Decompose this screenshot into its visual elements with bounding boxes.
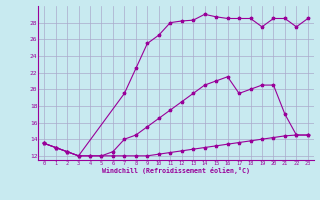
X-axis label: Windchill (Refroidissement éolien,°C): Windchill (Refroidissement éolien,°C) [102, 168, 250, 174]
